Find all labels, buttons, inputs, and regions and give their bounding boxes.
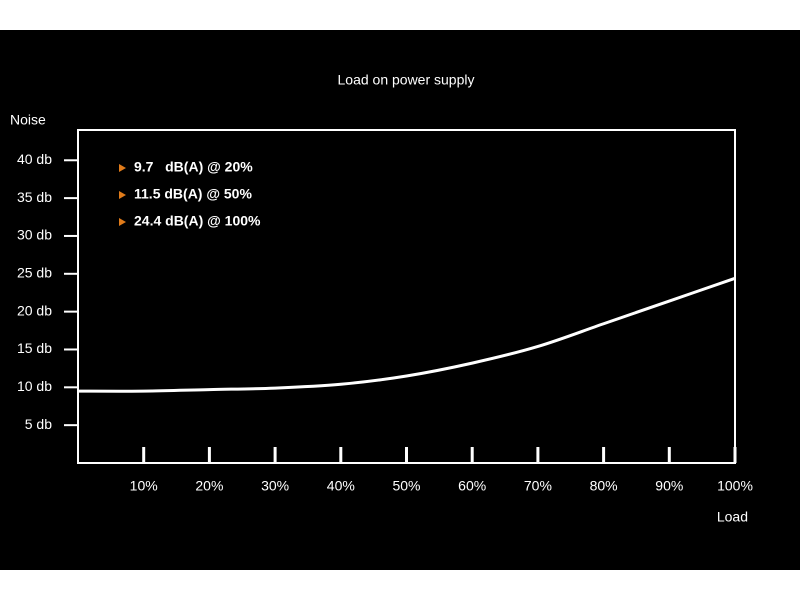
noise-line — [77, 276, 736, 393]
x-axis-label: Load — [717, 509, 748, 525]
annotation-marker — [119, 218, 126, 226]
y-tick-label: 30 db — [17, 227, 52, 243]
annotation-marker — [119, 164, 126, 172]
x-tick-label: 80% — [590, 478, 618, 494]
y-tick-label: 20 db — [17, 302, 52, 318]
background — [0, 30, 800, 570]
annotation: 9.7 dB(A) @ 20% — [134, 159, 253, 175]
y-tick-label: 15 db — [17, 340, 52, 356]
x-tick-label: 50% — [392, 478, 420, 494]
x-tick-label: 60% — [458, 478, 486, 494]
y-axis-label: Noise — [10, 112, 46, 128]
y-tick-label: 35 db — [17, 189, 52, 205]
x-tick-label: 20% — [195, 478, 223, 494]
x-tick-label: 70% — [524, 478, 552, 494]
x-tick-label: 30% — [261, 478, 289, 494]
y-tick-label: 25 db — [17, 264, 52, 280]
annotation: 11.5 dB(A) @ 50% — [134, 186, 252, 202]
chart-title: Load on power supply — [338, 72, 475, 88]
y-tick-label: 40 db — [17, 151, 52, 167]
annotation: 24.4 dB(A) @ 100% — [134, 213, 261, 229]
y-tick-label: 10 db — [17, 378, 52, 394]
x-tick-label: 100% — [717, 478, 753, 494]
x-tick-label: 40% — [327, 478, 355, 494]
y-tick-label: 5 db — [25, 416, 52, 432]
annotation-marker — [119, 191, 126, 199]
grid — [78, 159, 735, 427]
x-tick-label: 90% — [655, 478, 683, 494]
x-tick-label: 10% — [130, 478, 158, 494]
